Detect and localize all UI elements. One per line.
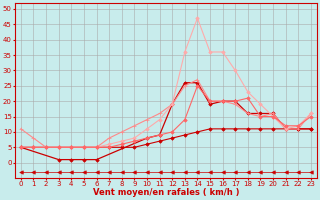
X-axis label: Vent moyen/en rafales ( km/h ): Vent moyen/en rafales ( km/h ) bbox=[92, 188, 239, 197]
